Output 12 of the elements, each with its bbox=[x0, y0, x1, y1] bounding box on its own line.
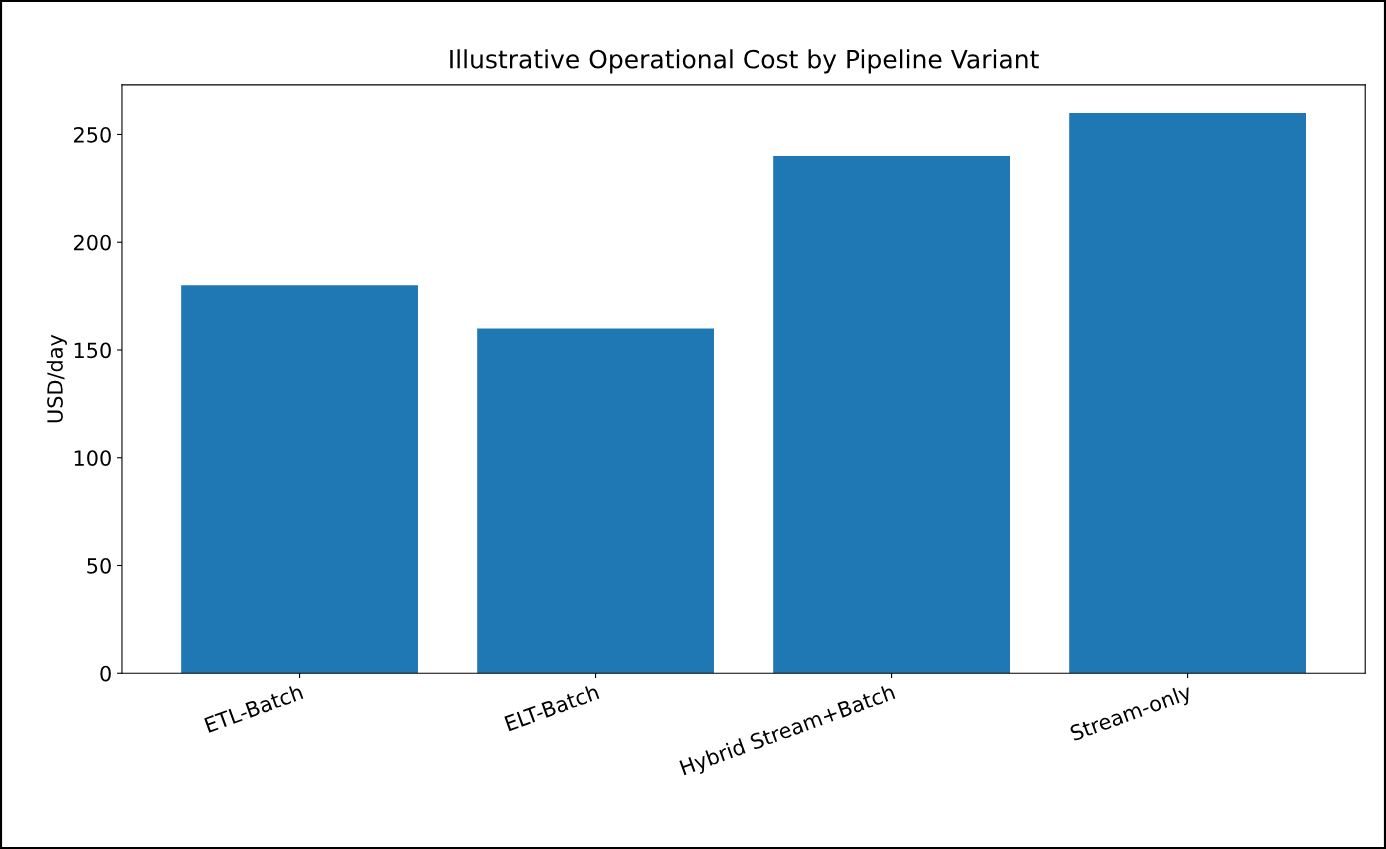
bar bbox=[477, 328, 714, 674]
y-tick-label: 50 bbox=[87, 557, 111, 574]
y-tick-label: 150 bbox=[74, 342, 111, 359]
chart-title: Illustrative Operational Cost by Pipeline Variant bbox=[450, 49, 1039, 74]
bar bbox=[773, 156, 1010, 674]
bar bbox=[1069, 112, 1307, 674]
bar bbox=[181, 285, 418, 674]
y-tick-label: 200 bbox=[74, 234, 111, 251]
y-tick-label: 0 bbox=[100, 665, 111, 682]
y-tick-label: 250 bbox=[74, 126, 111, 143]
y-axis-title: USD/day bbox=[46, 334, 67, 423]
y-tick-label: 100 bbox=[74, 450, 111, 466]
